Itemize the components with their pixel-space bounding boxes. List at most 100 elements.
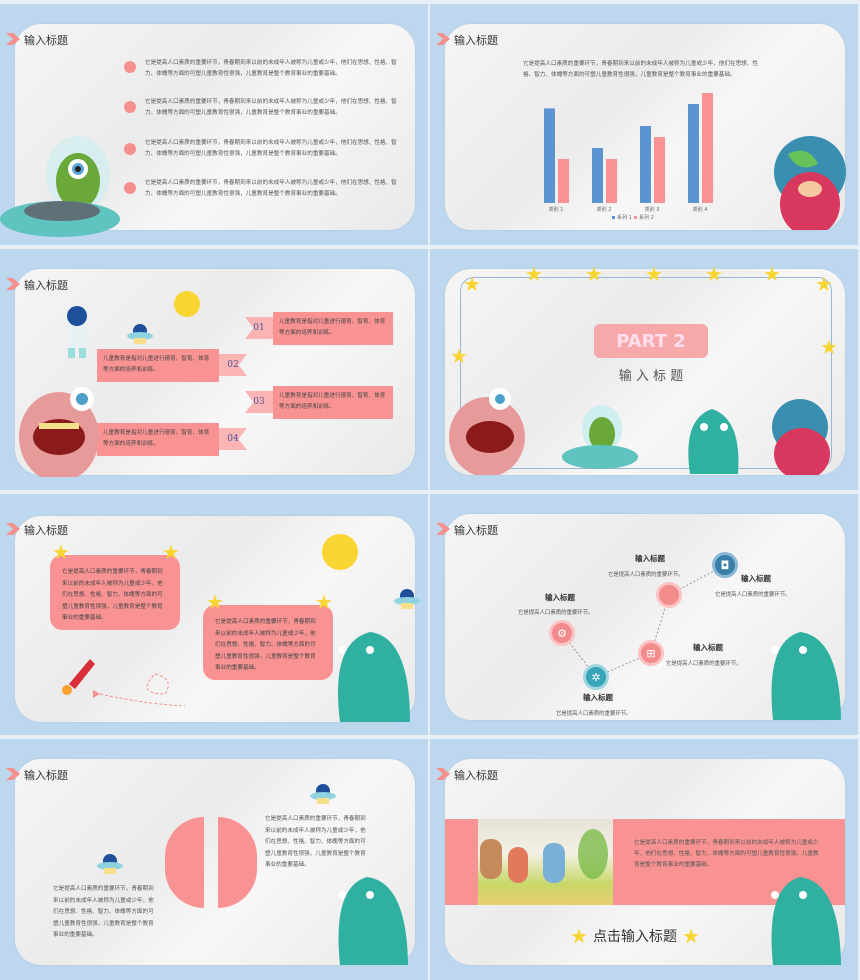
star-icon: ★ (52, 540, 70, 564)
step-number: 01 (245, 317, 273, 339)
green-monster-illustration (338, 632, 410, 722)
moon-icon (174, 291, 200, 317)
band-text: 它是提高人口素质的重要环节，青春期到来以前的未成年人被称为儿童或少年，他们在思想… (634, 840, 819, 868)
step-box: 儿童教育是指对儿童进行德育、智育、体育等方面的培养和训练。 (97, 423, 219, 456)
bullet-text: 它是提高人口素质的重要环节，青春期到来以前的未成年人被称为儿童或少年，他们在思想… (145, 180, 397, 197)
step-number: 04 (219, 428, 247, 450)
cta-title[interactable]: 点击输入标题 (593, 929, 677, 945)
chevron-icon (6, 523, 20, 535)
slide-1[interactable]: 输入标题 它是提高人口素质的重要环节，青春期到来以前的未成年人被称为儿童或少年，… (0, 0, 430, 245)
slide-title: 输入标题 (24, 524, 68, 537)
bullet-text: 它是提高人口素质的重要环节，青春期到来以前的未成年人被称为儿童或少年，他们在思想… (145, 60, 397, 77)
ufo-icon (310, 784, 336, 804)
green-monster-illustration (771, 877, 841, 965)
star-icon: ★ (162, 540, 180, 564)
slide-title: 输入标题 (24, 34, 68, 47)
x-tick-label: 类别 1 (549, 206, 564, 213)
node-title: 输入标题 (741, 574, 771, 583)
bar-2-3 (654, 137, 665, 203)
star-icon: ★ (463, 272, 481, 296)
node-desc: 它是提高人口素质的重要环节。 (666, 661, 742, 667)
step-number: 03 (245, 391, 273, 413)
node-title: 输入标题 (545, 593, 575, 602)
bullet-dot (124, 61, 136, 73)
bar-chart: 类别 1 类别 2 类别 3 类别 4 系列 1 系列 2 (544, 93, 713, 221)
astronaut-illustration (67, 306, 87, 358)
bar-1-4 (688, 104, 699, 203)
star-icon: ★ (585, 262, 603, 286)
slide-title: 输入标题 (454, 524, 498, 537)
rocket-illustration (62, 659, 186, 707)
instagram-icon[interactable]: ◘ (712, 552, 738, 578)
step-box: 儿童教育是指对儿童进行德育、智育、体育等方面的培养和训练。 (273, 386, 393, 419)
legend-label: 系列 2 (639, 214, 654, 221)
bullet-text: 它是提高人口素质的重要环节，青春期到来以前的未成年人被称为儿童或少年，他们在思想… (145, 99, 397, 116)
step-number: 02 (219, 354, 247, 376)
slide-title: 输入标题 (454, 769, 498, 782)
slide-3[interactable]: 输入标题 01 儿童教育是指对儿童进行德育、智育、体育等方面的培养和训练。 儿童… (0, 245, 430, 490)
star-icon: ★ (705, 262, 723, 286)
slide-6[interactable]: 输入标题 ⚙ ◘ ⊞ ✲ 输入标题 它是提高人口素质的重要环节。 输入标题 它是… (430, 490, 860, 735)
text-card: 它是提高人口素质的重要环节，青春期到来以前的未成年人被称为儿童或少年，他们在思想… (50, 555, 180, 630)
chevron-icon (436, 33, 450, 45)
text-card: 它是提高人口素质的重要环节，青春期到来以前的未成年人被称为儿童或少年，他们在思想… (203, 605, 333, 680)
green-monster-illustration (771, 632, 841, 720)
bar-1-2 (592, 148, 603, 203)
slide-7[interactable]: 输入标题 它是提高人口素质的重要环节，青春期到来以前的未成年人被称为儿童或少年，… (0, 735, 430, 980)
node-title: 输入标题 (583, 693, 613, 702)
slide-8[interactable]: 输入标题 它是提高人口素质的重要环节，青春期到来以前的未成年人被称为儿童或少年，… (430, 735, 860, 980)
bar-2-2 (606, 159, 617, 203)
bar-2-1 (558, 159, 569, 203)
children-photo (478, 819, 613, 905)
slide-4[interactable]: ★ ★ ★ ★ ★ ★ ★ ★ ★ PART 2 输 入 标 题 (430, 245, 860, 490)
green-monster-illustration (688, 409, 739, 474)
part-label: PART 2 (594, 324, 708, 358)
star-icon: ★ (820, 335, 838, 359)
windows-icon[interactable]: ⊞ (638, 640, 664, 666)
chevron-icon (6, 768, 20, 780)
slide-title: 输入标题 (24, 769, 68, 782)
slide-title: 输入标题 (454, 34, 498, 47)
connector-lines (561, 564, 726, 678)
star-icon: ★ (315, 590, 333, 614)
x-tick-label: 类别 4 (693, 206, 708, 213)
slide-5[interactable]: 输入标题 它是提高人口素质的重要环节，青春期到来以前的未成年人被称为儿童或少年，… (0, 490, 430, 735)
x-tick-label: 类别 3 (645, 206, 660, 213)
star-icon: ★ (645, 262, 663, 286)
apple-icon[interactable] (656, 582, 682, 608)
star-icon: ★ (450, 344, 468, 368)
node-desc: 它是提高人口素质的重要环节。 (608, 572, 684, 578)
legend-swatch (612, 216, 615, 219)
node-desc: 它是提高人口素质的重要环节。 (556, 711, 632, 717)
step-box: 儿童教育是指对儿童进行德育、智育、体育等方面的培养和训练。 (97, 349, 219, 382)
node-desc: 它是提高人口素质的重要环节。 (715, 592, 791, 598)
ufo-icon (97, 854, 123, 874)
aperture-icon[interactable]: ✲ (583, 664, 609, 690)
bullet-dot (124, 182, 136, 194)
chevron-icon (6, 33, 20, 45)
frame-border (460, 277, 832, 469)
star-icon: ★ (763, 262, 781, 286)
slide-2[interactable]: 输入标题 它是提高人口素质的重要环节，青春期到来以前的未成年人被称为儿童或少年，… (430, 0, 860, 245)
pink-monster-illustration (449, 388, 525, 475)
star-icon: ★ (570, 924, 588, 948)
part-title: 输 入 标 题 (618, 369, 684, 384)
node-title: 输入标题 (635, 554, 665, 563)
node-title: 输入标题 (693, 643, 723, 652)
text-block: 它是提高人口素质的重要环节，青春期到来以前的未成年人被称为儿童或少年，他们在思想… (53, 886, 154, 938)
legend-label: 系列 1 (617, 214, 632, 221)
chevron-icon (6, 278, 20, 290)
gear-icon[interactable]: ⚙ (549, 620, 575, 646)
chart-description: 它是提高人口素质的重要环节，青春期到来以前的未成年人被称为儿童或少年，他们在思想… (523, 61, 758, 78)
slide-title: 输入标题 (24, 279, 68, 292)
bar-2-4 (702, 93, 713, 203)
star-icon: ★ (525, 262, 543, 286)
star-icon: ★ (682, 924, 700, 948)
monster-globe-illustration (772, 399, 830, 475)
x-tick-label: 类别 2 (597, 206, 612, 213)
bullet-dot (124, 143, 136, 155)
moon-icon (322, 534, 358, 570)
bullet-text: 它是提高人口素质的重要环节，青春期到来以前的未成年人被称为儿童或少年，他们在思想… (145, 140, 397, 157)
ufo-icon (394, 589, 420, 609)
star-icon: ★ (815, 272, 833, 296)
